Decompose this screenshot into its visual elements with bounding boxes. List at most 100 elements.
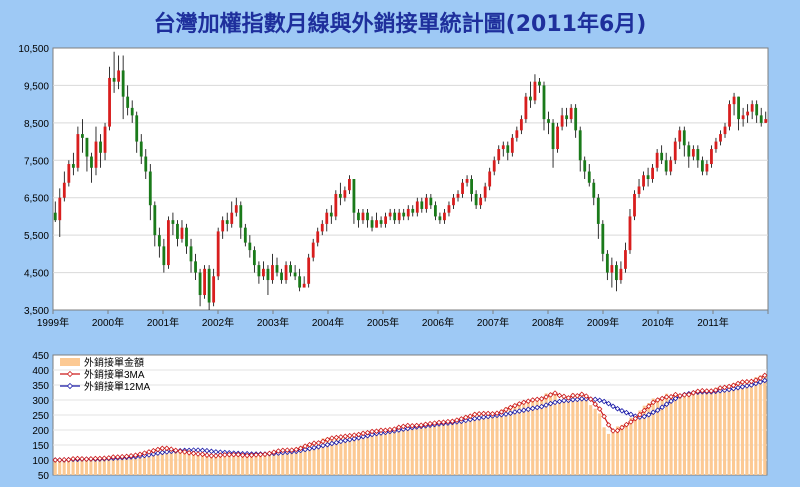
ma12-point xyxy=(467,416,474,423)
ma12-point xyxy=(521,407,527,413)
orders-bar xyxy=(468,415,472,475)
candle-up xyxy=(501,145,505,150)
index-plot-area xyxy=(52,47,769,311)
ma3-point xyxy=(641,407,648,414)
orders-bar xyxy=(93,458,97,475)
orders-y-tick-label: 50 xyxy=(38,471,50,482)
orders-bar xyxy=(116,457,120,475)
orders-bar xyxy=(428,422,432,475)
candle-up xyxy=(316,231,320,243)
ma3-point xyxy=(315,440,322,446)
ma12-point xyxy=(507,410,514,416)
candle-down xyxy=(547,119,550,123)
candle-down xyxy=(275,265,279,273)
orders-bar xyxy=(388,427,392,475)
ma12-point xyxy=(512,409,518,415)
ma3-point xyxy=(293,446,299,453)
ma3-point xyxy=(703,388,710,394)
candle-up xyxy=(94,141,98,168)
ma3-point xyxy=(650,399,656,406)
ma3-point xyxy=(271,449,277,455)
candle-down xyxy=(429,197,433,206)
orders-bar xyxy=(526,400,530,475)
orders-bar xyxy=(58,460,62,475)
candle-up xyxy=(271,265,274,281)
candle-up xyxy=(510,137,514,153)
orders-bar xyxy=(696,390,700,475)
ma3-point xyxy=(128,453,134,459)
orders-bar xyxy=(557,400,562,475)
ma12-point xyxy=(574,396,581,403)
ma3-point xyxy=(507,404,514,411)
ma3-point xyxy=(378,427,384,434)
candle-up xyxy=(633,193,636,217)
orders-bar xyxy=(245,454,249,475)
candle-down xyxy=(596,197,600,224)
orders-bar xyxy=(361,431,365,475)
orders-bar xyxy=(281,449,285,475)
candle-down xyxy=(99,141,102,153)
candle-up xyxy=(325,212,329,224)
ma3-point xyxy=(391,426,398,432)
ma3-point xyxy=(596,406,603,412)
candle-up xyxy=(415,201,419,213)
ma12-point xyxy=(333,439,340,446)
candle-down xyxy=(130,107,134,116)
candle-down xyxy=(248,242,252,251)
orders-bar xyxy=(218,454,222,475)
orders-bar xyxy=(508,405,512,475)
ma3-point xyxy=(583,393,590,399)
ma3-point xyxy=(52,457,58,463)
ma12-point xyxy=(342,437,349,444)
ma12-point xyxy=(641,413,648,420)
orders-bar xyxy=(53,460,57,475)
orders-bar xyxy=(615,426,620,475)
ma3-point xyxy=(512,402,518,409)
ma12-point xyxy=(369,431,375,438)
index-x-tick-label: 2005年 xyxy=(367,316,399,329)
candle-up xyxy=(108,77,111,127)
ma3-point xyxy=(503,406,509,413)
ma3-point xyxy=(400,423,407,430)
ma3-point xyxy=(659,395,665,402)
orders-bar xyxy=(263,454,267,475)
orders-bar xyxy=(584,398,588,475)
candle-down xyxy=(542,85,546,120)
ma3-point xyxy=(364,429,371,436)
candle-up xyxy=(741,115,745,120)
page-title: 台灣加權指數月線與外銷接單統計圖(2011年6月) xyxy=(153,12,647,37)
candle-down xyxy=(243,227,247,243)
candle-up xyxy=(637,186,641,194)
ma3-point xyxy=(422,421,429,428)
ma3-point xyxy=(534,396,540,403)
ma3-point xyxy=(333,434,340,441)
ma3-point xyxy=(97,455,103,462)
ma3-point xyxy=(418,422,424,428)
ma12-point xyxy=(552,399,558,406)
orders-bar xyxy=(647,403,651,475)
candle-down xyxy=(587,171,591,183)
candle-down xyxy=(646,175,650,179)
ma3-point xyxy=(739,379,746,385)
ma3-point xyxy=(311,440,317,446)
candle-up xyxy=(560,115,564,127)
orders-y-tick-label: 250 xyxy=(32,411,49,422)
ma3-point xyxy=(529,397,536,403)
candle-up xyxy=(533,81,537,101)
candle-down xyxy=(289,265,292,273)
orders-bar xyxy=(241,455,245,475)
orders-bar xyxy=(758,375,762,475)
ma3-point xyxy=(471,411,478,418)
ma3-point xyxy=(226,451,233,458)
orders-bar xyxy=(160,447,164,475)
orders-bar xyxy=(272,451,276,475)
ma12-point xyxy=(311,444,317,451)
ma3-point xyxy=(159,445,166,452)
ma3-point xyxy=(489,411,496,417)
candle-down xyxy=(126,96,130,108)
legend-swatch-marker xyxy=(66,382,74,390)
orders-bar xyxy=(290,450,294,475)
candle-up xyxy=(714,141,718,150)
ma12-point xyxy=(529,405,536,412)
candle-down xyxy=(614,265,618,281)
